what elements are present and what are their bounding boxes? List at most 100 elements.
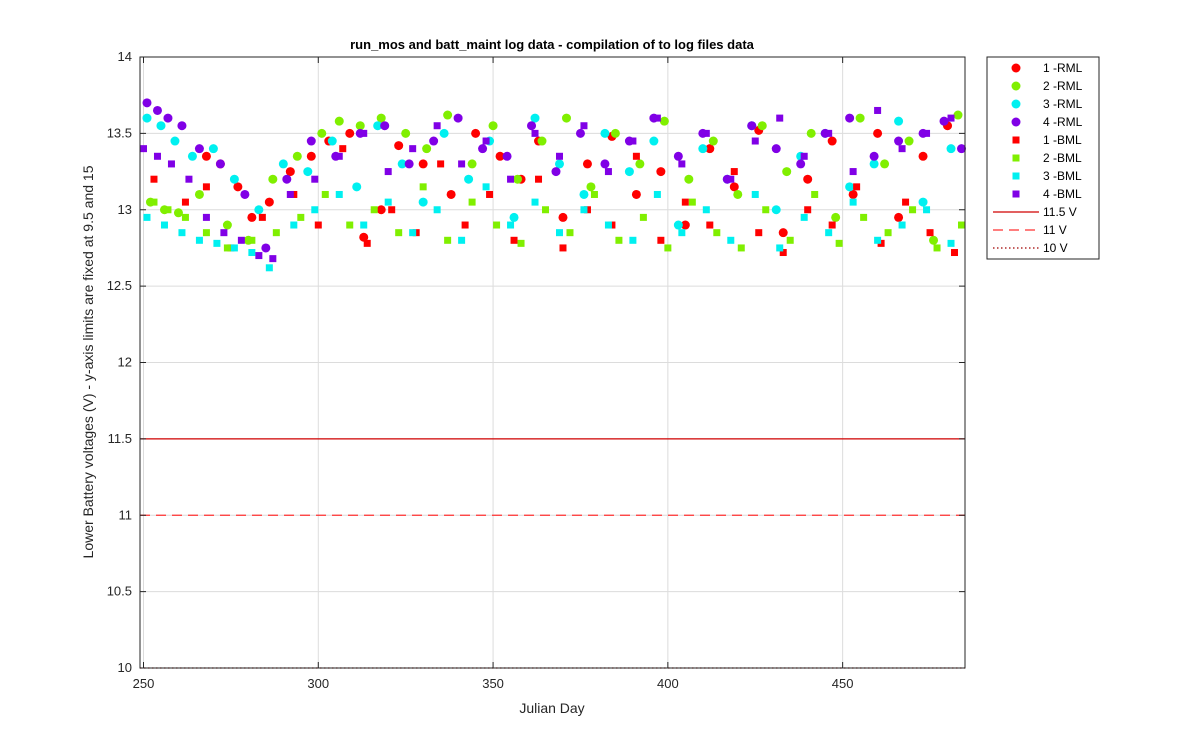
data-point xyxy=(418,197,428,207)
data-point xyxy=(286,190,294,198)
data-point xyxy=(804,206,812,214)
legend: 1 -RML 2 -RML 3 -RML 4 -RML 1 -BML 2 -BML 3 -B… xyxy=(986,56,1100,260)
data-point xyxy=(898,221,906,229)
data-point xyxy=(285,167,295,177)
data-point xyxy=(181,198,189,206)
data-point xyxy=(177,121,187,131)
data-point xyxy=(264,197,274,207)
data-point xyxy=(482,137,490,145)
data-point xyxy=(360,221,368,229)
data-point xyxy=(933,244,941,252)
data-point xyxy=(453,113,463,123)
legend-label: 1 -RML xyxy=(1043,61,1083,75)
data-point xyxy=(657,236,665,244)
chart-title: run_mos and batt_maint log data - compil… xyxy=(350,37,755,52)
data-point xyxy=(384,168,392,176)
data-point xyxy=(880,159,890,169)
data-point xyxy=(202,213,210,221)
data-point xyxy=(845,113,855,123)
data-point xyxy=(230,244,238,252)
data-point xyxy=(363,239,371,247)
data-point xyxy=(656,167,666,177)
data-point xyxy=(355,121,365,131)
data-point xyxy=(510,236,518,244)
data-point xyxy=(860,213,868,221)
data-point xyxy=(751,137,759,145)
data-point xyxy=(314,221,322,229)
data-point xyxy=(610,128,620,138)
data-point xyxy=(268,174,278,184)
data-point xyxy=(779,249,787,257)
data-point xyxy=(461,221,469,229)
data-point xyxy=(327,136,337,146)
legend-label: 2 -RML xyxy=(1043,79,1083,93)
data-point xyxy=(845,182,855,192)
x-tick-label: 300 xyxy=(307,676,329,691)
data-point xyxy=(339,145,347,153)
data-point xyxy=(702,206,710,214)
data-point xyxy=(467,159,477,169)
data-point xyxy=(247,212,257,222)
x-tick-label: 450 xyxy=(832,676,854,691)
data-point xyxy=(443,110,453,120)
data-point xyxy=(874,106,882,114)
y-tick-label: 14 xyxy=(118,49,132,64)
y-tick-label: 13.5 xyxy=(107,125,132,140)
legend-label: 10 V xyxy=(1043,241,1068,255)
legend-marker xyxy=(1012,136,1020,144)
data-point xyxy=(321,190,329,198)
data-point xyxy=(782,167,792,177)
x-axis-label: Julian Day xyxy=(519,700,584,716)
data-point xyxy=(185,175,193,183)
data-point xyxy=(404,159,414,169)
y-tick-label: 13 xyxy=(118,202,132,217)
data-point xyxy=(828,221,836,229)
legend-label: 11.5 V xyxy=(1043,205,1077,219)
data-point xyxy=(464,174,474,184)
data-point xyxy=(194,189,204,199)
data-point xyxy=(163,113,173,123)
data-point xyxy=(869,151,879,161)
data-point xyxy=(853,183,861,191)
data-point xyxy=(923,206,931,214)
data-point xyxy=(673,220,683,230)
legend-label: 11 V xyxy=(1043,223,1067,237)
data-point xyxy=(635,159,645,169)
data-point xyxy=(624,167,634,177)
data-point xyxy=(142,98,152,108)
data-point xyxy=(653,114,661,122)
data-point xyxy=(306,151,316,161)
x-tick-label: 250 xyxy=(133,676,155,691)
legend-marker xyxy=(1011,63,1021,73)
data-point xyxy=(727,175,735,183)
data-point xyxy=(681,198,689,206)
data-point xyxy=(898,145,906,153)
data-point xyxy=(600,159,610,169)
legend-marker xyxy=(1012,190,1020,198)
data-point xyxy=(345,128,355,138)
data-point xyxy=(297,213,305,221)
data-point xyxy=(747,121,757,131)
data-point xyxy=(575,128,585,138)
data-point xyxy=(947,114,955,122)
data-point xyxy=(507,175,515,183)
y-tick-label: 11 xyxy=(119,507,133,522)
data-point xyxy=(531,198,539,206)
data-point xyxy=(884,229,892,237)
data-point xyxy=(269,255,277,263)
y-tick-label: 12 xyxy=(118,355,132,370)
data-point xyxy=(678,160,686,168)
data-point xyxy=(152,105,162,115)
data-point xyxy=(733,189,743,199)
legend-marker xyxy=(1011,81,1021,91)
data-point xyxy=(195,236,203,244)
data-point xyxy=(957,144,967,154)
legend-label: 2 -BML xyxy=(1043,151,1082,165)
data-point xyxy=(409,145,417,153)
legend-marker xyxy=(1011,99,1021,109)
data-point xyxy=(311,175,319,183)
data-point xyxy=(590,190,598,198)
data-point xyxy=(422,144,432,154)
data-point xyxy=(604,168,612,176)
